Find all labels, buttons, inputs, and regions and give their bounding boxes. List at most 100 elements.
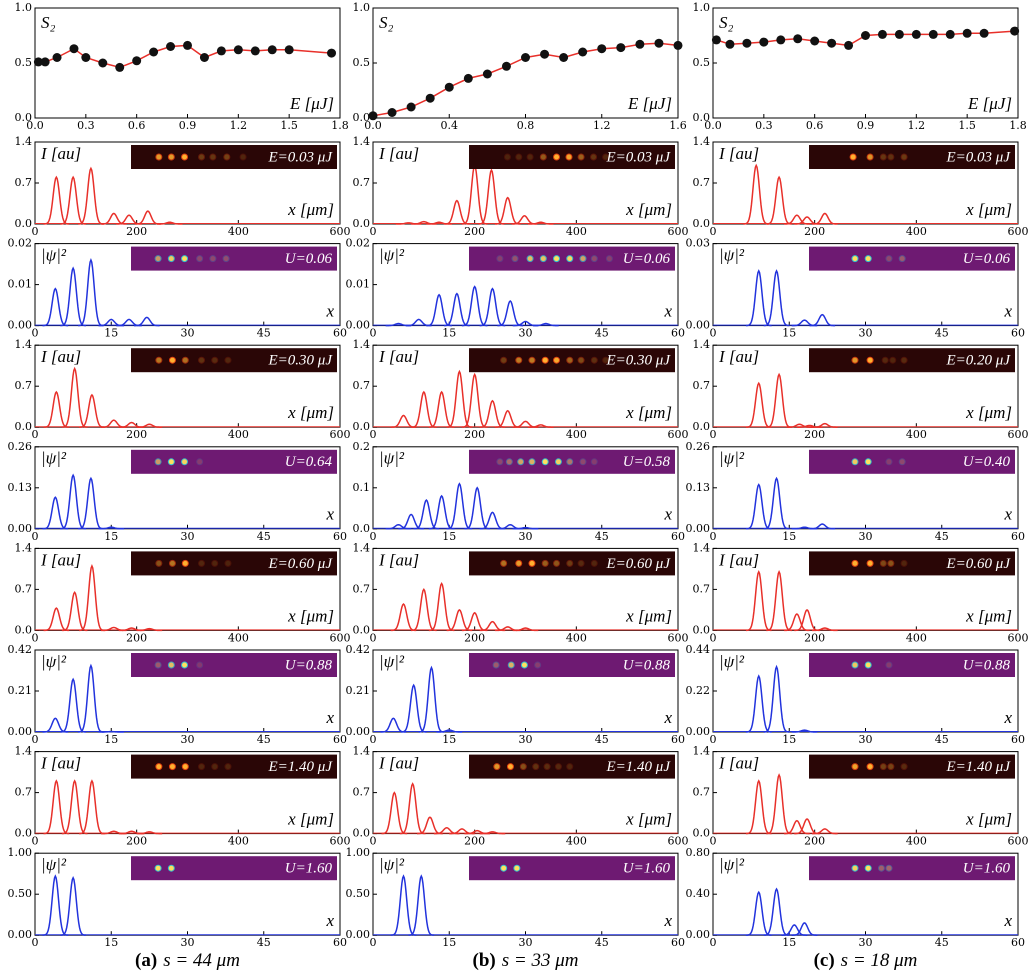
inset-label: U=0.06 (963, 251, 1011, 267)
inset-spot (507, 764, 513, 770)
y-tick-label: 0.21 (8, 684, 33, 697)
y-tick-label: 0.0 (353, 623, 371, 636)
inset-spot (567, 256, 573, 262)
x-tick-label: 15 (104, 327, 118, 340)
x-tick-label: 45 (595, 327, 609, 340)
x-tick-label: 200 (804, 835, 825, 848)
inset-spot (518, 459, 524, 465)
x-tick-label: 200 (804, 428, 825, 441)
y-axis-label: |ψ|² (719, 449, 745, 468)
x-tick-label: 45 (257, 327, 271, 340)
x-tick-label: 0 (710, 835, 717, 848)
peak (812, 213, 838, 224)
data-point (810, 37, 819, 46)
panel: 0153045600.000.03|ψ|²xU=0.06 (686, 237, 1026, 340)
x-tick-label: 30 (859, 936, 873, 949)
inset-spot (199, 560, 205, 566)
inset-spot (555, 764, 561, 770)
peak (764, 889, 790, 935)
inset-spot (199, 764, 205, 770)
peak (43, 497, 69, 529)
inset-label: E=0.03 μJ (946, 149, 1012, 165)
y-tick-label: 0.50 (8, 887, 33, 900)
inset-spot (212, 357, 218, 363)
data-point (521, 53, 530, 62)
x-tick-label: 15 (442, 530, 456, 543)
peak (44, 177, 70, 224)
y-tick-label: 0.00 (8, 522, 33, 535)
inset-label: E=0.20 μJ (946, 353, 1012, 369)
inset-label: U=1.60 (623, 861, 671, 877)
x-tick-label: 200 (126, 225, 147, 238)
caption: (c)s = 18 μm (814, 950, 918, 971)
data-point (980, 29, 989, 38)
y-axis-label: I [au] (378, 754, 419, 773)
inset-label: U=0.40 (963, 454, 1011, 470)
panel: 02004006000.00.71.4I [au]x [μm]E=0.03 μJ (353, 135, 689, 238)
x-tick-label: 0 (370, 835, 377, 848)
figure: 0.00.30.60.91.21.51.80.00.51.0S₂E [μJ]0.… (0, 0, 1028, 978)
inset-spot (540, 154, 546, 160)
inset-label: U=0.06 (285, 251, 333, 267)
y-tick-label: 1.0 (15, 1, 33, 14)
x-tick-label: 0.3 (755, 119, 773, 132)
peak (381, 718, 407, 732)
y-tick-label: 1.4 (353, 338, 371, 351)
inset-spot (867, 764, 873, 770)
inset-spot (901, 764, 907, 770)
y-tick-label: 1.00 (8, 846, 33, 859)
peak (426, 295, 452, 326)
x-tick-label: 45 (595, 733, 609, 746)
x-tick-label: 15 (782, 936, 796, 949)
y-tick-label: 1.4 (15, 338, 33, 351)
inset-label: E=0.30 μJ (268, 353, 334, 369)
y-tick-label: 0.7 (693, 379, 711, 392)
x-tick-label: 0 (710, 327, 717, 340)
x-tick-label: 45 (935, 936, 949, 949)
y-tick-label: 0.0 (15, 217, 33, 230)
peak (78, 168, 104, 224)
x-axis-label: E [μJ] (627, 94, 672, 113)
x-tick-label: 0.3 (77, 119, 95, 132)
panel: 0153045600.000.210.42|ψ|²xU=0.88 (8, 643, 348, 746)
x-tick-label: 60 (671, 733, 685, 746)
inset-spot (850, 154, 856, 160)
inset-label: E=0.60 μJ (268, 556, 334, 572)
inset-spot (529, 357, 535, 363)
x-tick-label: 15 (782, 327, 796, 340)
y-tick-label: 0.0 (353, 522, 371, 535)
inset-spot (567, 357, 573, 363)
inset-spot (566, 154, 572, 160)
x-axis-label: x [μm] (287, 810, 334, 829)
data-point (559, 53, 568, 62)
inset-spot (580, 459, 586, 465)
inset-spot (493, 662, 499, 668)
y-tick-label: 0.1 (353, 481, 371, 494)
x-tick-label: 30 (519, 530, 533, 543)
x-tick-label: 400 (566, 835, 587, 848)
peak (444, 201, 470, 224)
y-tick-label: 0.01 (346, 278, 371, 291)
inset-spot (880, 154, 886, 160)
inset-spot (542, 459, 548, 465)
x-tick-label: 0 (370, 225, 377, 238)
peak (746, 271, 772, 326)
panel: 02004006000.00.71.4I [au]x [μm]E=0.60 μJ (693, 541, 1028, 644)
peak (391, 876, 417, 935)
y-tick-label: 1.4 (693, 338, 711, 351)
y-tick-label: 0.13 (8, 481, 33, 494)
x-tick-label: 400 (566, 631, 587, 644)
y-tick-label: 0.40 (686, 887, 711, 900)
x-tick-label: 30 (181, 936, 195, 949)
y-tick-label: 0.80 (686, 846, 711, 859)
inset-spot (865, 459, 871, 465)
y-axis-label: I [au] (40, 347, 81, 366)
x-tick-label: 0 (370, 936, 377, 949)
x-tick-label: 1.5 (958, 119, 976, 132)
data-point (616, 43, 625, 52)
x-tick-label: 15 (104, 733, 118, 746)
peak (746, 892, 772, 935)
data-point (369, 111, 378, 120)
x-axis-label: E [μJ] (967, 94, 1012, 113)
inset-spot (591, 560, 597, 566)
